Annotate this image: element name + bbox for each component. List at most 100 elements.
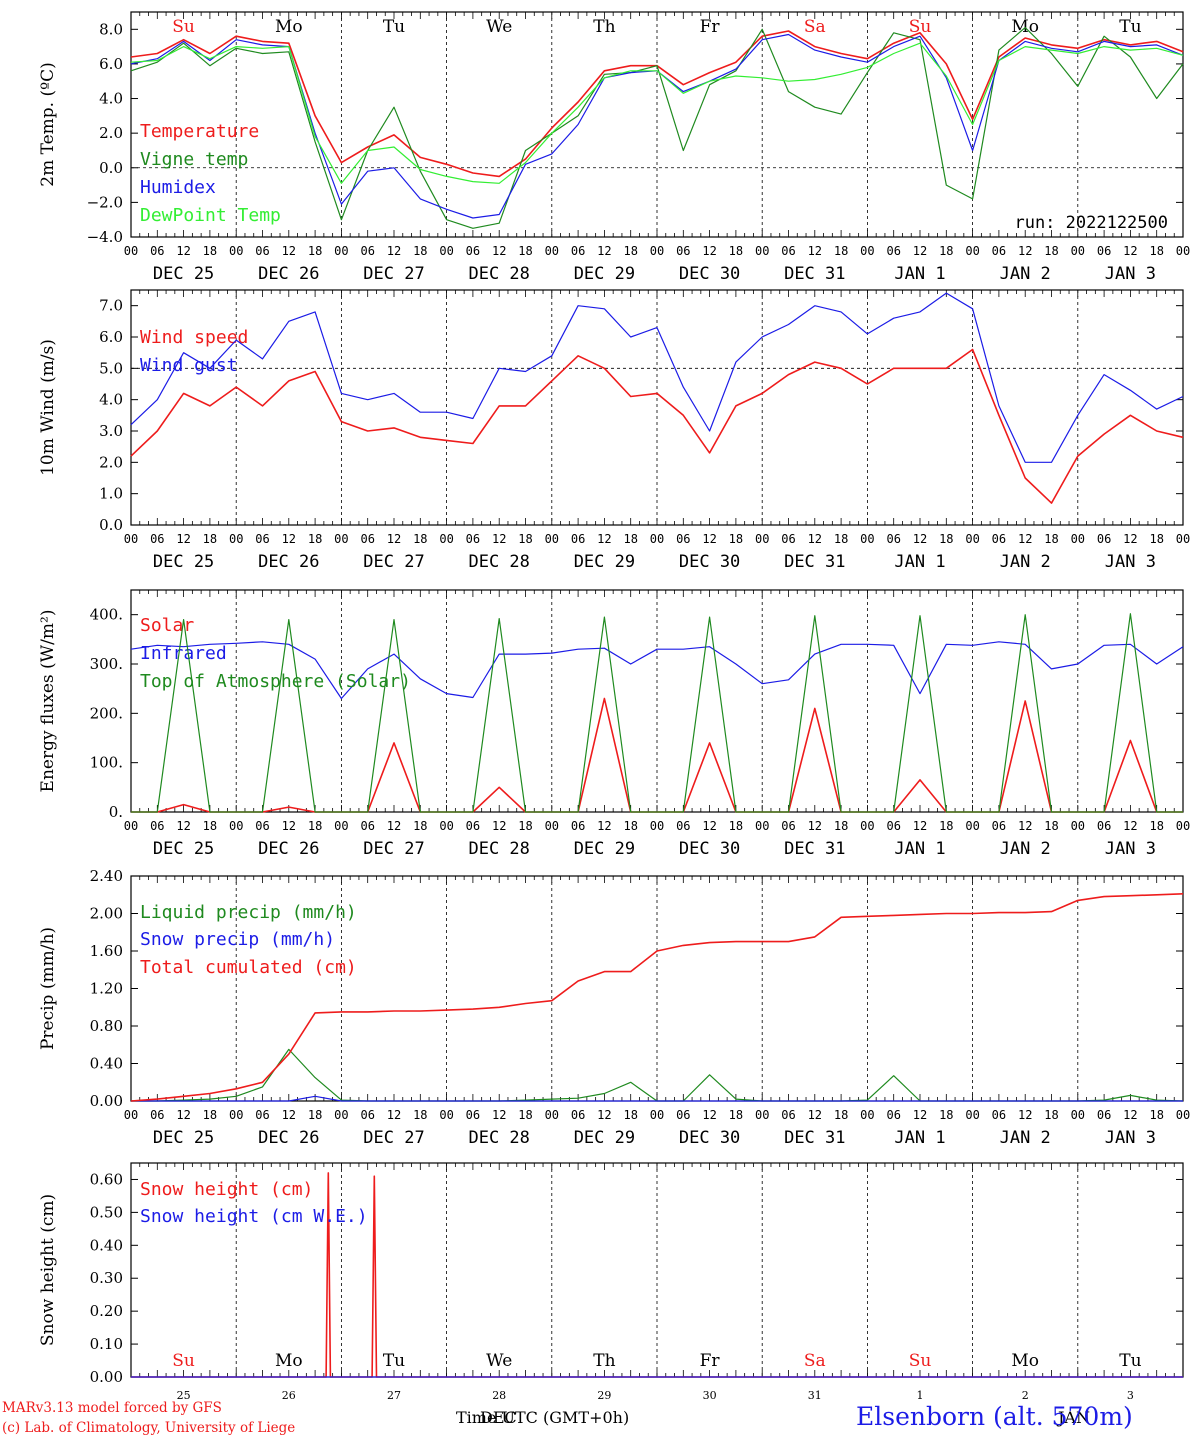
day-date-label: JAN 2 — [1000, 839, 1051, 859]
hour-tick-label: 06 — [1097, 1108, 1111, 1122]
y-tick-label: 6.0 — [99, 328, 123, 346]
panel-1: −4.0 −2.0 0.0 2.0 4.0 6.0 8.0 2m Temp. (ºC) 00 06… — [38, 11, 1190, 284]
day-number-label: 29 — [597, 1389, 611, 1402]
y-tick-label: 0.50 — [90, 1203, 123, 1221]
legend-entry: Snow height (cm) — [140, 1179, 313, 1200]
hour-tick-label: 06 — [255, 244, 269, 258]
day-number-label: 1 — [917, 1389, 924, 1402]
hour-tick-label: 18 — [413, 819, 427, 833]
hour-tick-label: 06 — [1097, 532, 1111, 546]
series-line-infrared — [130, 641, 1184, 700]
hour-tick-label: 12 — [597, 1108, 611, 1122]
hour-tick-label: 12 — [1018, 1108, 1032, 1122]
day-date-label: DEC 27 — [363, 264, 424, 284]
day-date-label: DEC 25 — [153, 1128, 214, 1148]
hour-tick-label: 18 — [413, 1108, 427, 1122]
hour-tick-label: 00 — [229, 244, 243, 258]
day-date-label: JAN 1 — [894, 839, 945, 859]
hour-tick-label: 12 — [1123, 819, 1137, 833]
hour-tick-label: 12 — [387, 1108, 401, 1122]
hour-tick-label: 18 — [518, 1108, 532, 1122]
panel-5: 0.00 0.10 0.20 0.30 0.40 0.50 0.60 Snow height … — [38, 1162, 1184, 1402]
day-date-label: DEC 25 — [153, 264, 214, 284]
hour-tick-label: 06 — [886, 244, 900, 258]
hour-tick-label: 06 — [255, 1108, 269, 1122]
hour-tick-label: 00 — [965, 532, 979, 546]
hour-tick-label: 12 — [808, 1108, 822, 1122]
hour-tick-label: 00 — [545, 244, 559, 258]
legend-entry: Liquid precip (mm/h) — [140, 902, 357, 923]
day-date-label: DEC 27 — [363, 839, 424, 859]
plot-frame — [130, 11, 1184, 238]
hour-tick-label: 12 — [913, 244, 927, 258]
hour-tick-label: 06 — [466, 819, 480, 833]
y-axis-label: 10m Wind (m/s) — [38, 339, 58, 476]
y-tick-label: 0.0 — [99, 516, 123, 534]
hour-tick-label: 06 — [992, 532, 1006, 546]
y-tick-label: 0.40 — [90, 1055, 123, 1073]
day-number-label: 27 — [387, 1389, 401, 1402]
hour-tick-label: 18 — [308, 1108, 322, 1122]
day-date-label: JAN 3 — [1105, 839, 1156, 859]
hour-tick-label: 00 — [545, 532, 559, 546]
day-date-label: JAN 2 — [1000, 552, 1051, 572]
hour-tick-label: 00 — [650, 244, 664, 258]
weekday-label: Mo — [1011, 17, 1039, 37]
hour-tick-label: 06 — [466, 244, 480, 258]
y-axis-label: Precip (mm/h) — [38, 927, 58, 1050]
hour-tick-label: 06 — [886, 1108, 900, 1122]
hour-tick-label: 00 — [860, 244, 874, 258]
weekday-label: Th — [593, 17, 615, 37]
hour-tick-label: 06 — [571, 244, 585, 258]
panel-4: 0.00 0.40 0.80 1.20 1.60 2.00 2.40 Precip (mm/h… — [38, 867, 1190, 1148]
y-tick-label: 0.60 — [90, 1170, 123, 1188]
day-date-label: DEC 26 — [258, 1128, 319, 1148]
hour-tick-label: 00 — [545, 819, 559, 833]
day-date-label: DEC 30 — [679, 264, 740, 284]
hour-tick-label: 12 — [282, 244, 296, 258]
hour-tick-label: 06 — [255, 532, 269, 546]
hour-tick-label: 12 — [702, 1108, 716, 1122]
day-date-label: JAN 2 — [1000, 1128, 1051, 1148]
hour-tick-label: 06 — [676, 244, 690, 258]
hour-tick-label: 06 — [886, 532, 900, 546]
hour-tick-label: 18 — [834, 244, 848, 258]
day-number-label: 30 — [703, 1389, 717, 1402]
hour-tick-label: 18 — [1149, 532, 1163, 546]
day-date-label: JAN 2 — [1000, 264, 1051, 284]
hour-tick-label: 12 — [282, 1108, 296, 1122]
y-tick-label: 0.0 — [99, 159, 123, 177]
hour-tick-label: 00 — [650, 819, 664, 833]
hour-tick-label: 18 — [413, 532, 427, 546]
hour-tick-label: 00 — [439, 1108, 453, 1122]
hour-tick-label: 18 — [1044, 819, 1058, 833]
series-line-vigne-temp — [130, 27, 1184, 229]
hour-tick-label: 00 — [965, 1108, 979, 1122]
weekday-label: Tu — [1119, 1351, 1141, 1371]
hour-tick-label: 18 — [939, 532, 953, 546]
day-date-label: DEC 28 — [468, 264, 529, 284]
day-date-label: DEC 31 — [784, 552, 845, 572]
hour-tick-label: 06 — [360, 244, 374, 258]
y-tick-label: 1.0 — [99, 485, 123, 503]
hour-tick-label: 18 — [729, 1108, 743, 1122]
hour-tick-label: 06 — [781, 532, 795, 546]
hour-tick-label: 12 — [176, 1108, 190, 1122]
hour-tick-label: 18 — [939, 1108, 953, 1122]
y-tick-label: 300. — [90, 655, 123, 673]
legend-entry: Infrared — [140, 643, 227, 664]
hour-tick-label: 18 — [1044, 532, 1058, 546]
hour-tick-label: 12 — [597, 819, 611, 833]
y-tick-label: 0.00 — [90, 1368, 123, 1386]
hour-tick-label: 00 — [439, 244, 453, 258]
day-date-label: DEC 29 — [574, 839, 635, 859]
hour-tick-label: 18 — [729, 819, 743, 833]
series-line-dewpoint-temp — [130, 42, 1184, 184]
y-tick-label: 0.30 — [90, 1269, 123, 1287]
hour-tick-label: 00 — [860, 1108, 874, 1122]
hour-tick-label: 00 — [124, 532, 138, 546]
day-number-label: 31 — [808, 1389, 822, 1402]
weekday-label: We — [486, 17, 512, 37]
hour-tick-label: 18 — [203, 819, 217, 833]
day-date-label: DEC 27 — [363, 552, 424, 572]
